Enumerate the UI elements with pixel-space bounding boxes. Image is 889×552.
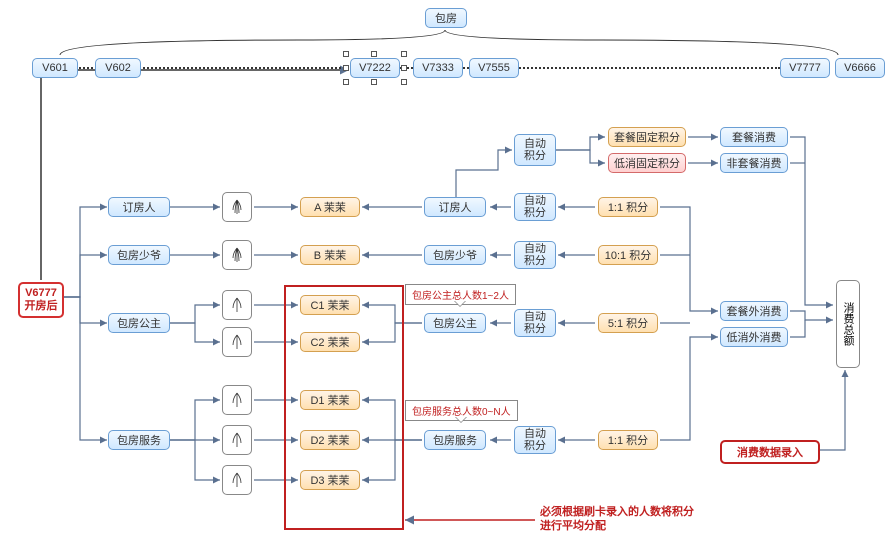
auto-4-label: 自动积分: [519, 428, 551, 452]
radio-icon-4b: [222, 425, 252, 455]
radio-icon-1: [222, 192, 252, 222]
room-v7777: V7777: [780, 58, 830, 78]
right-role-service: 包房服务: [424, 430, 486, 450]
auto-4: 自动积分: [514, 426, 556, 454]
points-fixed-low: 低消固定积分: [608, 153, 686, 173]
radio-icon-2: [222, 240, 252, 270]
right-role-waiter: 包房少爷: [424, 245, 486, 265]
consume-total-label: 消费总额: [840, 302, 856, 346]
start-l2: 开房后: [25, 300, 58, 313]
auto-1: 自动积分: [514, 193, 556, 221]
auto-top-label: 自动积分: [519, 138, 551, 162]
radio-icon-3a: [222, 290, 252, 320]
room-v602: V602: [95, 58, 141, 78]
callout-service: 包房服务总人数0~N人: [405, 400, 518, 421]
ratio-2: 10:1 积分: [598, 245, 658, 265]
room-v7333: V7333: [413, 58, 463, 78]
connector-layer: [0, 0, 889, 552]
points-fixed-set: 套餐固定积分: [608, 127, 686, 147]
room-v7555: V7555: [469, 58, 519, 78]
result-b: B 茉茉: [300, 245, 360, 265]
note-l2: 进行平均分配: [540, 519, 694, 533]
consume-set: 套餐消费: [720, 127, 788, 147]
start-l1: V6777: [25, 287, 57, 300]
consume-entry: 消费数据录入: [720, 440, 820, 464]
right-role-princess: 包房公主: [424, 313, 486, 333]
auto-top: 自动积分: [514, 134, 556, 166]
consume-nonset: 非套餐消费: [720, 153, 788, 173]
ratio-4: 1:1 积分: [598, 430, 658, 450]
result-a: A 茉茉: [300, 197, 360, 217]
highlight-rect: [284, 285, 404, 530]
auto-2-label: 自动积分: [519, 243, 551, 267]
room-v6666: V6666: [835, 58, 885, 78]
selection-handles: [346, 54, 404, 82]
radio-icon-3b: [222, 327, 252, 357]
ext-low: 低消外消费: [720, 327, 788, 347]
auto-3: 自动积分: [514, 309, 556, 337]
right-role-booking: 订房人: [424, 197, 486, 217]
role-waiter: 包房少爷: [108, 245, 170, 265]
radio-icon-4a: [222, 385, 252, 415]
room-v601: V601: [32, 58, 78, 78]
role-booking: 订房人: [108, 197, 170, 217]
auto-2: 自动积分: [514, 241, 556, 269]
note-text: 必须根据刷卡录入的人数将积分 进行平均分配: [540, 505, 694, 534]
ext-set: 套餐外消费: [720, 301, 788, 321]
note-l1: 必须根据刷卡录入的人数将积分: [540, 505, 694, 519]
ratio-3: 5:1 积分: [598, 313, 658, 333]
role-service: 包房服务: [108, 430, 170, 450]
root-node: 包房: [425, 8, 467, 28]
callout-princess: 包房公主总人数1~2人: [405, 284, 516, 305]
auto-3-label: 自动积分: [519, 311, 551, 335]
auto-1-label: 自动积分: [519, 195, 551, 219]
ratio-1: 1:1 积分: [598, 197, 658, 217]
radio-icon-4c: [222, 465, 252, 495]
consume-total: 消费总额: [836, 280, 860, 368]
start-node: V6777 开房后: [18, 282, 64, 318]
role-princess: 包房公主: [108, 313, 170, 333]
